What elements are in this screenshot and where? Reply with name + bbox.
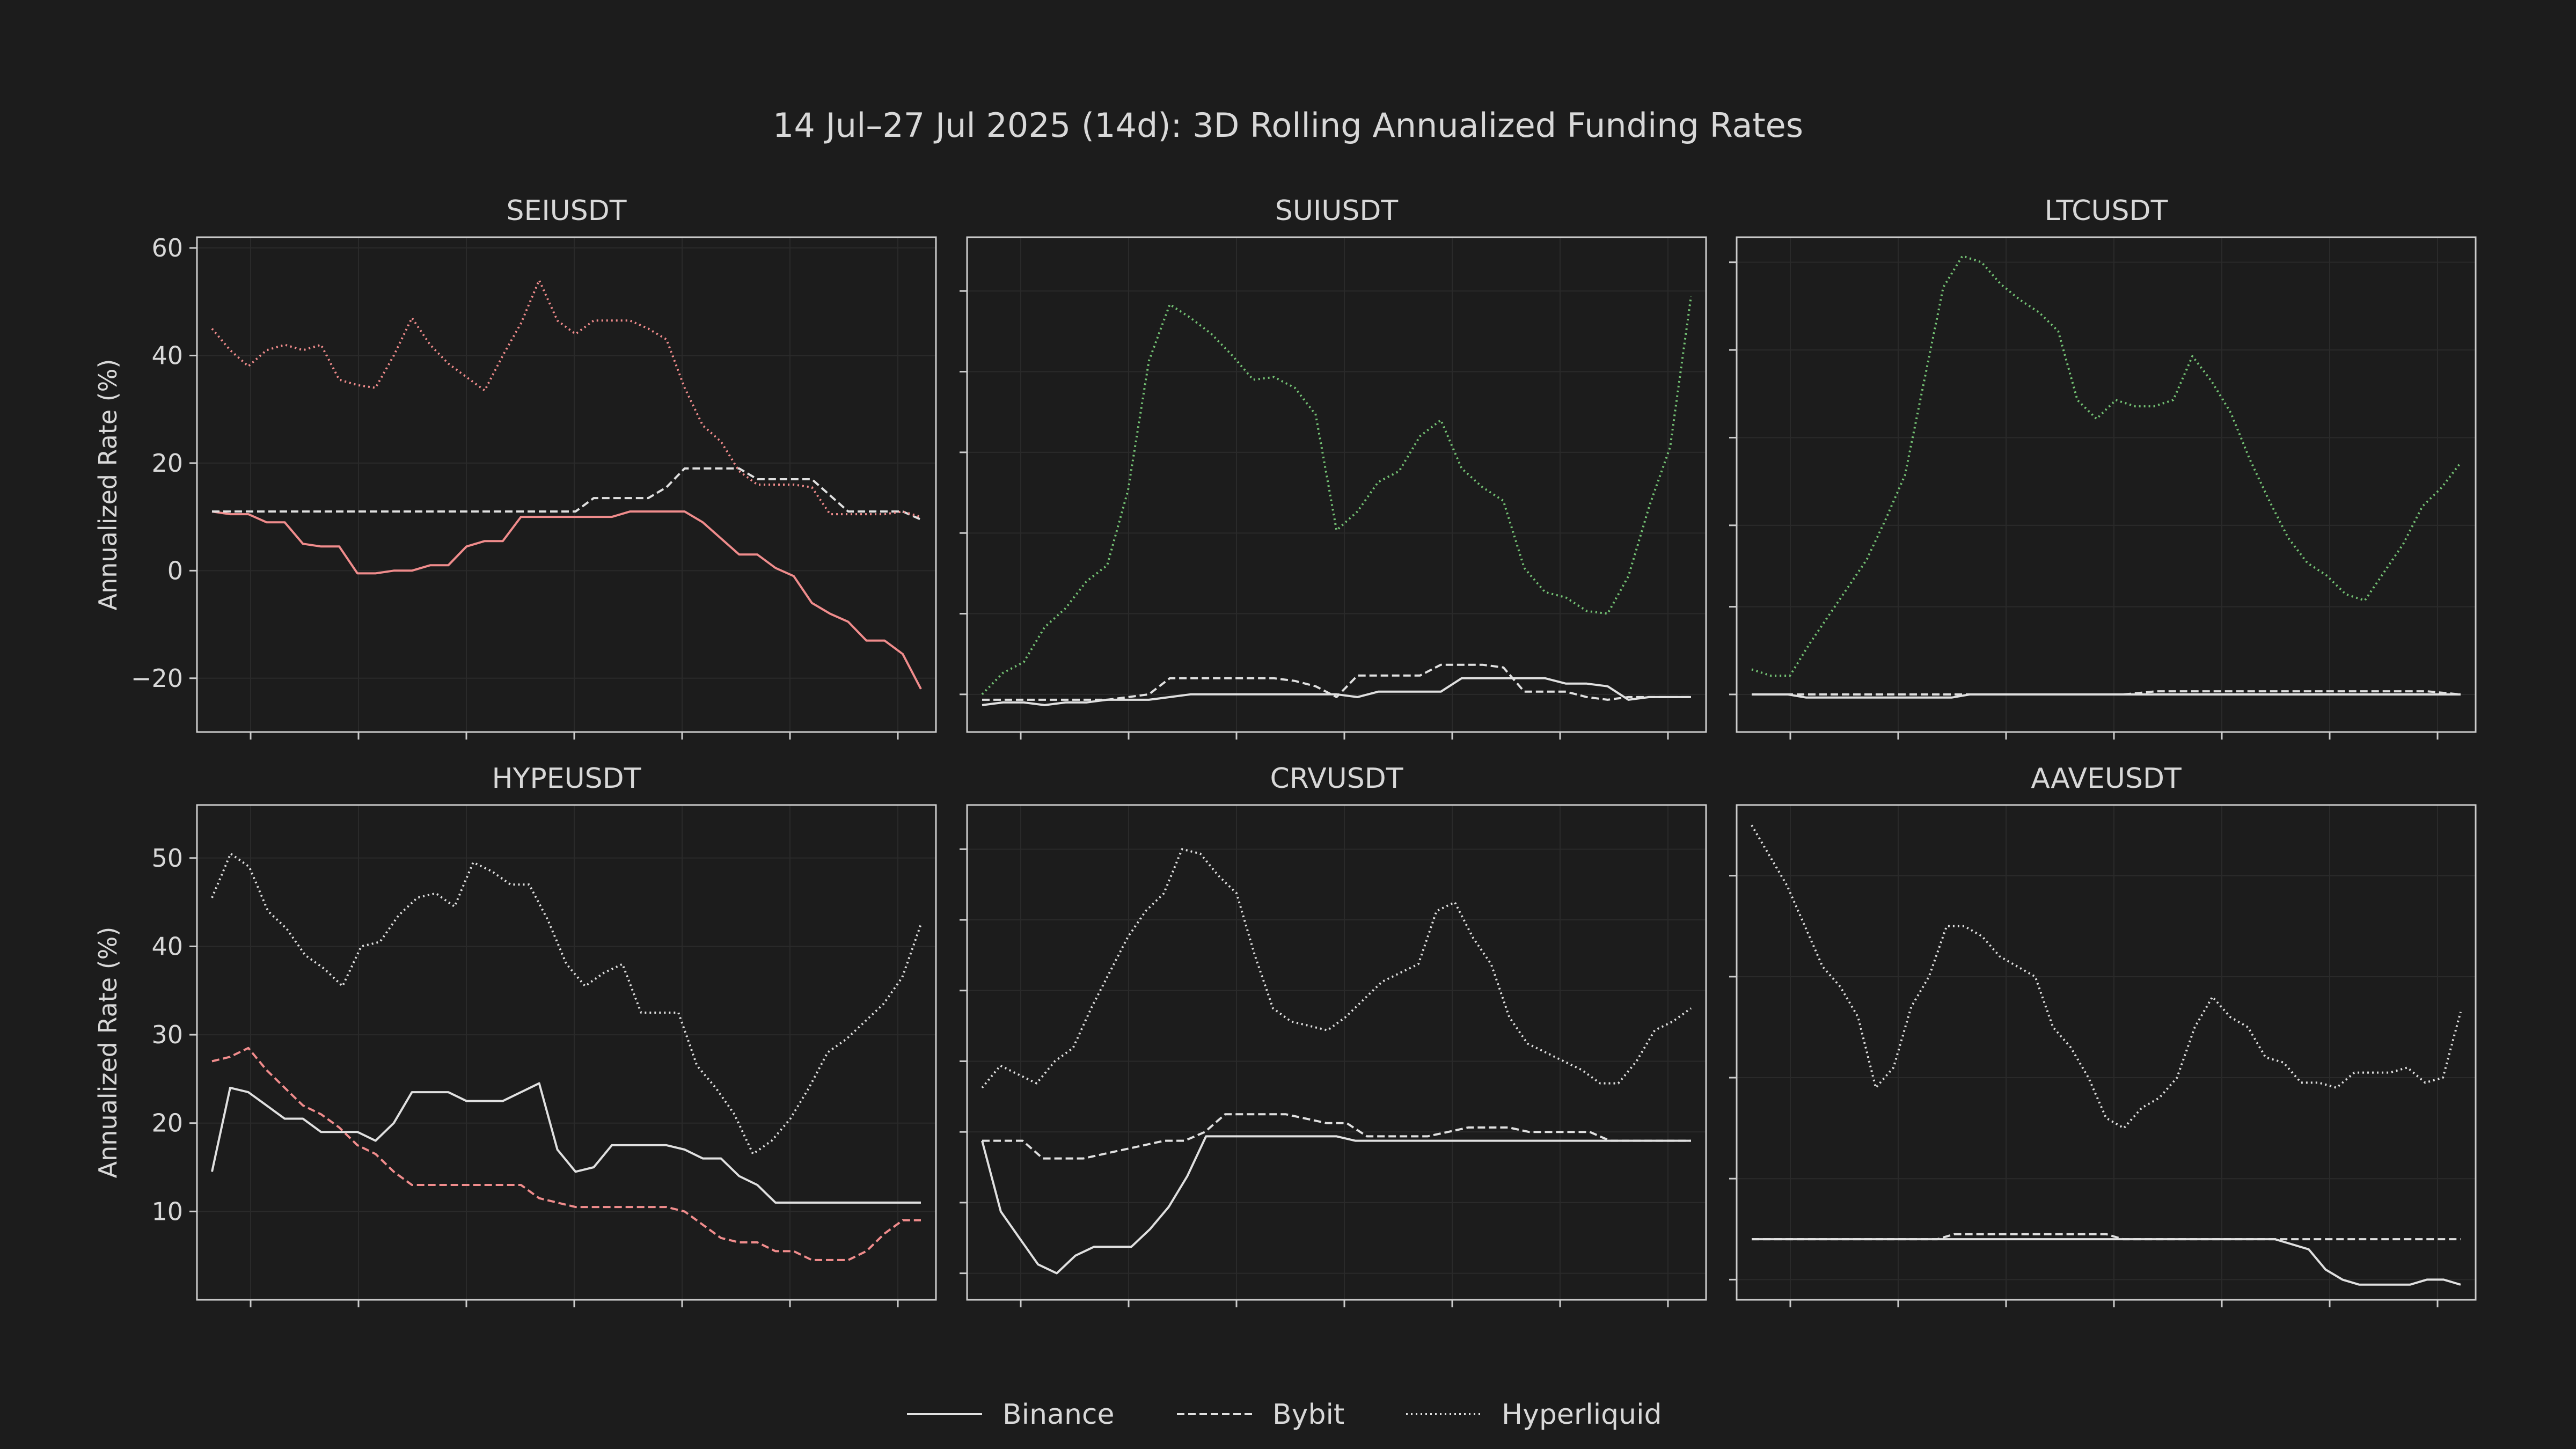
y-tick-label: 0	[167, 556, 183, 585]
plot-frame	[196, 236, 937, 733]
subplot-title: LTCUSDT	[2045, 195, 2168, 227]
series-line-binance	[211, 510, 922, 690]
series-line-hyperliquid	[981, 848, 1692, 1089]
series-line-binance	[211, 1082, 921, 1204]
plot-frame	[966, 804, 1707, 1301]
plot-frame	[1736, 236, 2477, 733]
series-line-hyperliquid	[211, 852, 922, 1155]
plot-area	[1737, 237, 2476, 732]
legend-item-binance: Binance	[907, 1399, 1114, 1431]
legend-item-bybit: Bybit	[1177, 1399, 1344, 1431]
plot-area	[1737, 805, 2476, 1300]
plot-frame	[966, 236, 1707, 733]
y-axis-label: Annualized Rate (%)	[93, 927, 122, 1179]
plot-area	[967, 237, 1706, 732]
y-tick-label: 50	[151, 844, 183, 873]
subplot-title: CRVUSDT	[1270, 763, 1403, 795]
plot-area	[197, 237, 936, 732]
subplot-seiusdt: −20 0 20 40 60 SEIUSDT Annualized Rate (%)	[93, 195, 937, 740]
series-line-bybit	[211, 1046, 921, 1261]
series-line-hyperliquid	[1751, 255, 2462, 677]
series-line-bybit	[1752, 690, 2461, 696]
subplot-crvusdt: CRVUSDT	[960, 763, 1707, 1307]
plot-area	[967, 805, 1706, 1300]
subplot-suiusdt: SUIUSDT	[960, 195, 1707, 740]
subplot-title: SUIUSDT	[1275, 195, 1399, 227]
series-line-bybit	[1752, 1233, 2461, 1241]
y-axis-label: Annualized Rate (%)	[93, 359, 122, 611]
subplot-title: HYPEUSDT	[492, 763, 641, 795]
subplots: −20 0 20 40 60 SEIUSDT Annualized Rate (%) SUIU…	[93, 195, 2477, 1307]
legend: Binance Bybit Hyperliquid	[907, 1399, 1662, 1431]
legend-item-hyperliquid: Hyperliquid	[1406, 1399, 1662, 1431]
series-line-bybit	[982, 663, 1691, 701]
legend-label-hyperliquid: Hyperliquid	[1502, 1399, 1662, 1431]
series-line-binance	[981, 1135, 1691, 1275]
subplot-aaveusdt: AAVEUSDT	[1729, 763, 2477, 1307]
y-tick-label: 20	[151, 1109, 183, 1138]
plot-frame	[196, 804, 937, 1301]
legend-label-binance: Binance	[1002, 1399, 1114, 1431]
y-tick-label: 40	[151, 932, 183, 961]
series-line-hyperliquid	[1751, 824, 2462, 1130]
legend-label-bybit: Bybit	[1272, 1399, 1344, 1431]
y-tick-label: 20	[151, 449, 183, 478]
subplot-hypeusdt: 10 20 30 40 50 HYPEUSDT Annualized Rate (%)	[93, 763, 937, 1307]
y-tick-label: 30	[151, 1020, 183, 1049]
y-tick-label: −20	[131, 664, 183, 693]
figure-title: 14 Jul–27 Jul 2025 (14d): 3D Rolling Ann…	[773, 106, 1803, 145]
subplot-title: AAVEUSDT	[2031, 763, 2182, 795]
plot-area	[197, 805, 936, 1300]
y-tick-label: 40	[151, 341, 183, 370]
series-line-bybit	[212, 467, 921, 521]
subplot-title: SEIUSDT	[506, 195, 626, 227]
subplot-ltcusdt: LTCUSDT	[1729, 195, 2477, 740]
series-line-hyperliquid	[211, 279, 921, 518]
plot-frame	[1736, 804, 2477, 1301]
series-line-bybit	[982, 1113, 1691, 1160]
y-tick-label: 10	[151, 1197, 183, 1226]
y-tick-label: 60	[151, 233, 183, 262]
